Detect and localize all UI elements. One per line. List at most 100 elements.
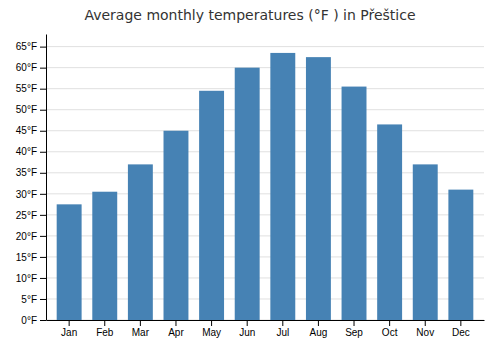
grid-line [46,109,484,110]
y-tick-label: 55°F [16,83,37,94]
x-tick-mark [69,320,70,326]
bar [306,57,331,320]
x-tick-label: May [202,327,221,338]
grid-line [46,88,484,89]
x-tick: Jul [276,320,289,338]
y-tick-mark [40,110,46,111]
y-tick-mark [40,194,46,195]
x-tick-label: Oct [382,327,398,338]
y-tick-mark [40,68,46,69]
x-tick-mark [318,320,319,326]
y-tick-label: 25°F [16,210,37,221]
y-tick-mark [40,152,46,153]
x-tick-label: Jul [276,327,289,338]
grid [46,47,484,320]
y-tick: 50°F [16,104,46,115]
y-tick-label: 5°F [21,294,37,305]
x-tick: Nov [416,320,434,338]
x-tick-label: Aug [310,327,328,338]
x-tick-mark [104,320,105,326]
y-axis-line [46,35,47,321]
y-tick-label: 40°F [16,146,37,157]
y-tick-label: 10°F [16,273,37,284]
bar [92,192,117,320]
y-tick-label: 65°F [16,41,37,52]
y-tick-mark [40,173,46,174]
bar [199,91,224,320]
x-tick-mark [282,320,283,326]
y-tick: 5°F [21,294,46,305]
y-tick-label: 30°F [16,189,37,200]
grid-line [46,151,484,152]
x-tick-mark [354,320,355,326]
y-tick: 40°F [16,146,46,157]
x-tick: Feb [96,320,114,338]
y-tick-label: 50°F [16,104,37,115]
x-tick-label: Jun [239,327,255,338]
x-tick: Dec [452,320,470,338]
y-tick-mark [40,257,46,258]
bar [448,190,473,320]
bar [413,164,438,320]
grid-line [46,130,484,131]
x-tick-label: Nov [416,327,434,338]
y-tick-label: 60°F [16,62,37,73]
plot: Jan Feb Mar Apr May Jun Jul Aug Sep Oct Nov Dec 0°F 5… [16,35,485,339]
y-tick-mark [40,320,46,321]
x-tick-label: Feb [96,327,114,338]
y-tick-label: 20°F [16,231,37,242]
y-tick-mark [40,299,46,300]
x-tick-mark [247,320,248,326]
x-tick-mark [460,320,461,326]
x-tick: Apr [168,320,184,338]
x-tick: Jan [61,320,77,338]
y-tick: 60°F [16,62,46,73]
bar [270,53,295,320]
x-axis-line [47,320,485,321]
y-tick: 0°F [21,315,46,326]
y-axis: 0°F 5°F 10°F 15°F 20°F 25°F 30°F 35°F 40°F 45°F 50… [16,35,47,326]
y-tick-label: 15°F [16,252,37,263]
x-tick-mark [140,320,141,326]
y-tick-mark [40,215,46,216]
bar [235,68,260,320]
y-tick-label: 45°F [16,125,37,136]
bar [164,131,189,320]
x-tick: Oct [382,320,398,338]
y-tick: 55°F [16,83,46,94]
grid-line [46,67,484,68]
y-tick-mark [40,89,46,90]
x-tick-mark [389,320,390,326]
x-tick-label: Apr [168,327,184,338]
y-tick-mark [40,236,46,237]
y-tick: 65°F [16,41,46,52]
title: Average monthly temperatures (°F ) in Př… [84,7,415,23]
x-tick: Jun [239,320,255,338]
y-tick-mark [40,47,46,48]
y-tick-mark [40,131,46,132]
y-tick: 45°F [16,125,46,136]
y-tick-label: 35°F [16,167,37,178]
y-tick: 35°F [16,167,46,178]
x-tick-label: Dec [452,327,470,338]
bar [377,124,402,320]
y-tick: 30°F [16,189,46,200]
bars [57,53,474,320]
y-tick: 25°F [16,210,46,221]
chart: Jan Feb Mar Apr May Jun Jul Aug Sep Oct Nov Dec 0°F 5… [0,0,500,350]
x-tick-mark [425,320,426,326]
bar [57,204,82,320]
x-tick-mark [211,320,212,326]
y-tick: 10°F [16,273,46,284]
x-tick: Sep [345,320,363,338]
x-tick: Aug [310,320,328,338]
y-tick-label: 0°F [21,315,37,326]
bar [342,87,367,320]
y-tick: 15°F [16,252,46,263]
x-tick-label: Sep [345,327,363,338]
x-axis: Jan Feb Mar Apr May Jun Jul Aug Sep Oct Nov Dec [47,320,485,338]
y-tick-mark [40,278,46,279]
x-tick-label: Jan [61,327,77,338]
x-tick: Mar [132,320,150,338]
grid-line [46,46,484,47]
